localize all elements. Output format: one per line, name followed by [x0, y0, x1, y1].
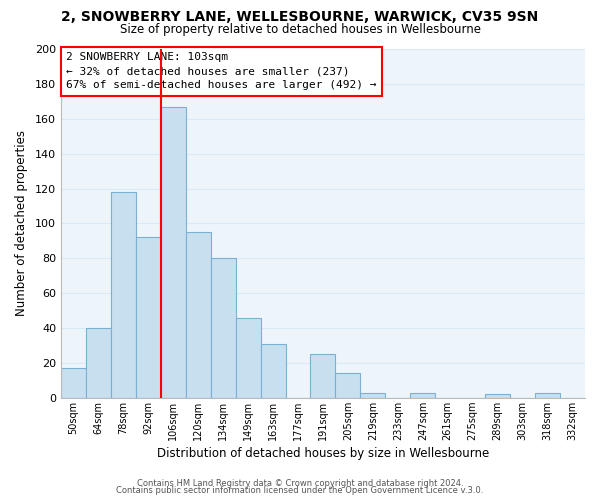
Bar: [335, 374, 361, 398]
Bar: [111, 192, 136, 398]
Bar: [211, 258, 236, 398]
Text: Contains public sector information licensed under the Open Government Licence v.: Contains public sector information licen…: [116, 486, 484, 495]
Bar: [86, 328, 111, 398]
Bar: [310, 354, 335, 398]
Text: 2 SNOWBERRY LANE: 103sqm
← 32% of detached houses are smaller (237)
67% of semi-: 2 SNOWBERRY LANE: 103sqm ← 32% of detach…: [66, 52, 377, 90]
Bar: [485, 394, 510, 398]
X-axis label: Distribution of detached houses by size in Wellesbourne: Distribution of detached houses by size …: [157, 447, 489, 460]
Bar: [186, 232, 211, 398]
Bar: [136, 238, 161, 398]
Bar: [260, 344, 286, 398]
Bar: [236, 318, 260, 398]
Text: Size of property relative to detached houses in Wellesbourne: Size of property relative to detached ho…: [119, 22, 481, 36]
Text: Contains HM Land Registry data © Crown copyright and database right 2024.: Contains HM Land Registry data © Crown c…: [137, 478, 463, 488]
Bar: [361, 392, 385, 398]
Bar: [61, 368, 86, 398]
Text: 2, SNOWBERRY LANE, WELLESBOURNE, WARWICK, CV35 9SN: 2, SNOWBERRY LANE, WELLESBOURNE, WARWICK…: [61, 10, 539, 24]
Y-axis label: Number of detached properties: Number of detached properties: [15, 130, 28, 316]
Bar: [410, 392, 435, 398]
Bar: [535, 392, 560, 398]
Bar: [161, 106, 186, 398]
